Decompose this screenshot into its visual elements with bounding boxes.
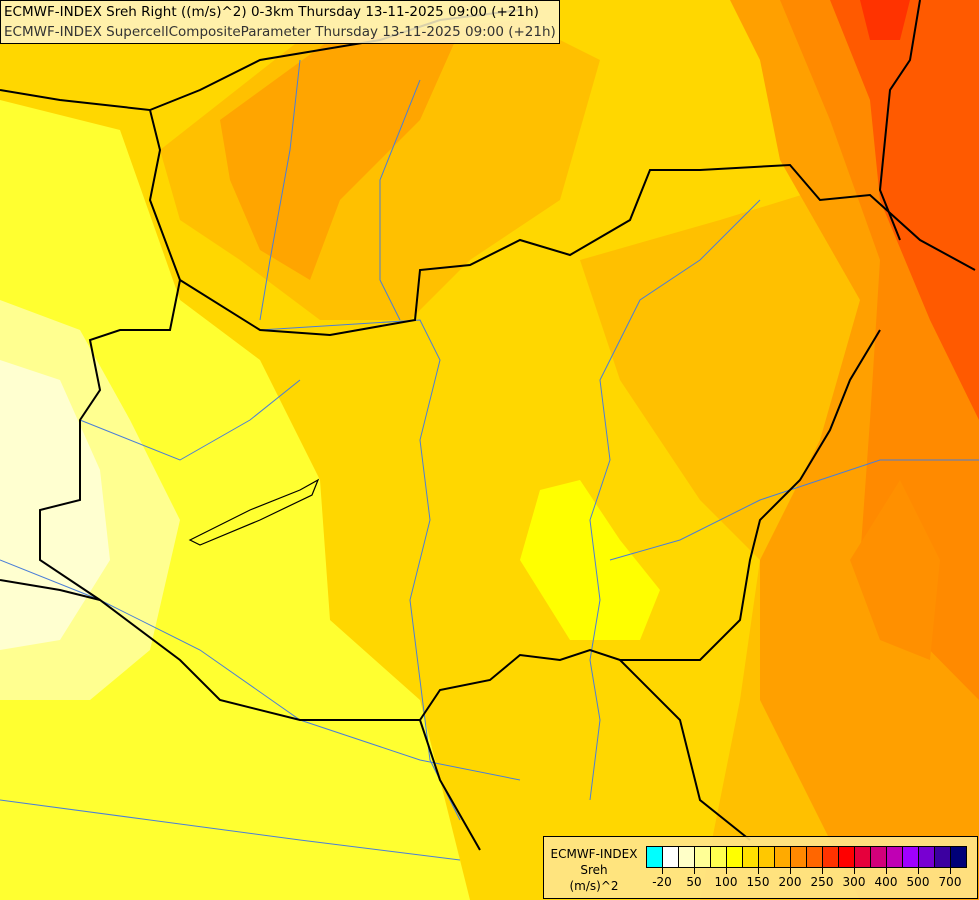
- legend-tick-label: 300: [842, 875, 866, 889]
- legend-ticks: -20 50 100 150 200 250 300 400 500 700: [646, 867, 967, 891]
- legend-color-bar: [646, 846, 967, 868]
- max-zone-northeast: [860, 0, 910, 40]
- legend-tick-label: 150: [746, 875, 770, 889]
- legend-tick-mark: [790, 867, 791, 874]
- border-czech-slovak: [0, 89, 181, 281]
- border-west-hungary: [39, 279, 481, 851]
- legend-tick-label: 400: [874, 875, 898, 889]
- legend-tick-label: 200: [778, 875, 802, 889]
- legend-tick-label: -20: [652, 875, 672, 889]
- legend-label: ECMWF-INDEX Sreh (m/s)^2: [548, 846, 640, 894]
- river-drava: [0, 559, 521, 781]
- legend-swatch: [855, 847, 871, 867]
- low-zone-center: [520, 480, 660, 640]
- river-mures: [609, 459, 979, 561]
- legend-swatch: [903, 847, 919, 867]
- legend-tick-mark: [726, 867, 727, 874]
- legend-swatch: [679, 847, 695, 867]
- title-sreh: ECMWF-INDEX Sreh Right ((m/s)^2) 0-3km T…: [4, 4, 539, 20]
- legend-swatch: [695, 847, 711, 867]
- legend-tick-mark: [758, 867, 759, 874]
- legend-tick-label: 250: [810, 875, 834, 889]
- border-serbia-romania: [619, 659, 751, 841]
- legend-swatch: [663, 847, 679, 867]
- legend-swatch: [743, 847, 759, 867]
- legend-tick-mark: [886, 867, 887, 874]
- legend-label-variable: Sreh: [580, 863, 608, 877]
- rivers: [0, 59, 979, 861]
- legend-swatch: [935, 847, 951, 867]
- legend-tick-label: 100: [714, 875, 738, 889]
- map-title-box: ECMWF-INDEX Sreh Right ((m/s)^2) 0-3km T…: [0, 0, 560, 44]
- title-scp: ECMWF-INDEX SupercellCompositeParameter …: [4, 24, 556, 40]
- river-raba: [79, 379, 301, 461]
- legend-swatch: [711, 847, 727, 867]
- legend-swatch: [951, 847, 966, 867]
- highest-zone-northeast: [830, 0, 979, 420]
- legend-swatch: [727, 847, 743, 867]
- legend-tick-mark: [694, 867, 695, 874]
- legend-tick-mark: [662, 867, 663, 874]
- river-sava: [0, 799, 461, 861]
- legend-tick-mark: [918, 867, 919, 874]
- river-tisza: [589, 199, 761, 801]
- legend-swatch: [759, 847, 775, 867]
- high-zone-southeast: [850, 480, 940, 660]
- low-zone-west: [0, 100, 470, 900]
- border-croatia: [0, 579, 101, 601]
- color-legend: ECMWF-INDEX Sreh (m/s)^2 -20 50 100 150 200 2…: [543, 836, 978, 899]
- legend-label-source: ECMWF-INDEX: [550, 847, 638, 861]
- legend-tick-label: 50: [686, 875, 702, 889]
- lake-balaton: [188, 478, 320, 546]
- legend-tick-label: 500: [906, 875, 930, 889]
- border-north-hungary: [179, 163, 976, 337]
- legend-swatch: [775, 847, 791, 867]
- legend-swatch: [791, 847, 807, 867]
- river-hron: [379, 79, 421, 321]
- legend-tick-mark: [854, 867, 855, 874]
- legend-swatch: [839, 847, 855, 867]
- legend-tick-mark: [950, 867, 951, 874]
- whitish-zone: [0, 360, 110, 650]
- border-ukraine: [878, 0, 921, 241]
- river-danube: [179, 279, 461, 821]
- legend-swatch: [807, 847, 823, 867]
- legend-label-unit: (m/s)^2: [569, 879, 619, 893]
- border-east-hungary: [419, 329, 881, 721]
- legend-swatch: [871, 847, 887, 867]
- high-zone-north: [220, 30, 460, 280]
- legend-swatch: [887, 847, 903, 867]
- legend-tick-label: 700: [938, 875, 962, 889]
- legend-tick-mark: [822, 867, 823, 874]
- legend-swatch: [647, 847, 663, 867]
- legend-swatch: [823, 847, 839, 867]
- river-vah: [259, 59, 301, 321]
- legend-swatch: [919, 847, 935, 867]
